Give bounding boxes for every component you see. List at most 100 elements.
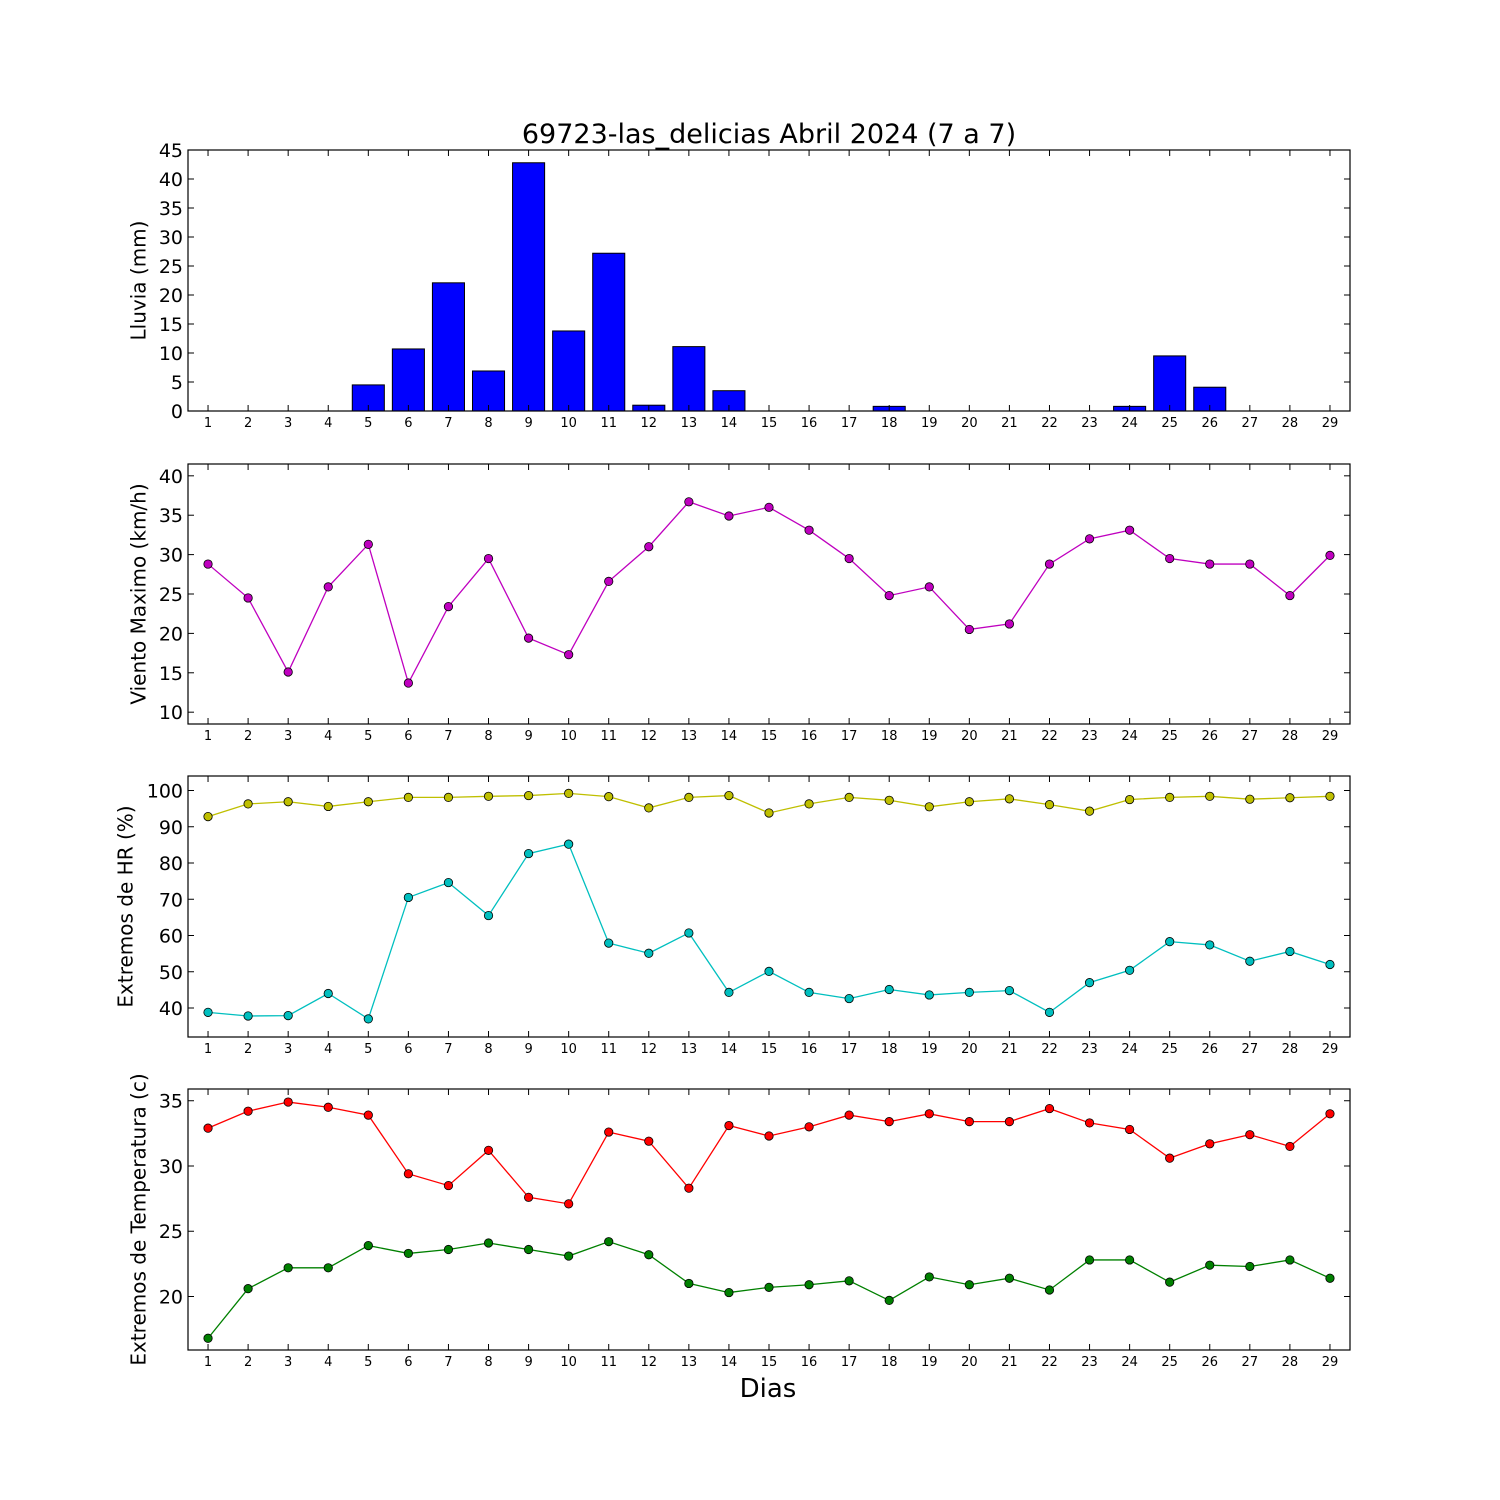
point-humedad-1-28 (1285, 946, 1295, 957)
xtick-label-temperatura-22: 22 (1041, 1355, 1058, 1370)
point-humedad-0-14 (724, 790, 734, 801)
point-temperatura-1-10 (564, 1251, 574, 1261)
point-temperatura-1-13 (684, 1278, 694, 1289)
ytick-label-lluvia-0: 0 (171, 401, 183, 423)
ytick-label-viento-40: 40 (159, 466, 183, 488)
point-temperatura-0-6 (403, 1169, 413, 1179)
point-viento-0-1 (203, 559, 213, 569)
xtick-label-temperatura-15: 15 (761, 1355, 778, 1370)
xtick-label-temperatura-19: 19 (921, 1355, 938, 1370)
point-temperatura-1-8 (483, 1238, 494, 1248)
xtick-label-lluvia-26: 26 (1201, 416, 1218, 431)
xtick-label-humedad-10: 10 (560, 1042, 577, 1057)
xtick-label-temperatura-13: 13 (681, 1355, 698, 1370)
point-humedad-0-4 (323, 801, 333, 812)
xtick-label-lluvia-12: 12 (641, 416, 658, 431)
xtick-label-humedad-11: 11 (600, 1042, 617, 1057)
xtick-label-temperatura-21: 21 (1001, 1355, 1018, 1370)
point-temperatura-0-4 (323, 1102, 333, 1112)
xtick-label-lluvia-7: 7 (444, 416, 452, 431)
point-viento-0-25 (1165, 553, 1175, 564)
xtick-label-viento-6: 6 (404, 729, 412, 744)
point-temperatura-0-17 (844, 1110, 854, 1120)
point-humedad-1-24 (1125, 965, 1135, 975)
point-humedad-1-12 (644, 948, 654, 958)
point-temperatura-1-22 (1044, 1285, 1055, 1295)
point-viento-0-6 (403, 678, 413, 688)
xtick-label-lluvia-28: 28 (1282, 416, 1299, 431)
xtick-label-temperatura-27: 27 (1242, 1355, 1259, 1370)
point-humedad-1-18 (884, 984, 894, 995)
xtick-label-viento-29: 29 (1322, 729, 1339, 744)
point-temperatura-1-29 (1325, 1273, 1335, 1283)
point-temperatura-0-14 (724, 1120, 734, 1131)
point-temperatura-1-14 (724, 1287, 734, 1298)
point-humedad-1-22 (1044, 1007, 1055, 1017)
point-humedad-0-2 (243, 799, 253, 809)
point-viento-0-8 (483, 553, 494, 564)
xtick-label-temperatura-23: 23 (1081, 1355, 1098, 1370)
xtick-label-viento-4: 4 (324, 729, 332, 744)
point-viento-0-23 (1084, 534, 1095, 544)
point-humedad-0-25 (1165, 792, 1175, 802)
point-humedad-0-22 (1044, 800, 1055, 810)
point-humedad-0-24 (1125, 794, 1135, 805)
xtick-label-humedad-3: 3 (284, 1042, 292, 1057)
point-viento-0-11 (604, 576, 614, 586)
chart-title: 69723-las_delicias Abril 2024 (7 a 7) (522, 119, 1016, 150)
point-humedad-0-8 (483, 791, 494, 801)
xtick-label-humedad-18: 18 (881, 1042, 898, 1057)
point-temperatura-0-18 (884, 1117, 894, 1127)
xtick-label-humedad-19: 19 (921, 1042, 938, 1057)
xtick-label-viento-25: 25 (1161, 729, 1178, 744)
xtick-label-humedad-26: 26 (1201, 1042, 1218, 1057)
point-humedad-1-27 (1245, 956, 1255, 966)
xtick-label-lluvia-22: 22 (1041, 416, 1058, 431)
ytick-label-viento-35: 35 (159, 505, 183, 527)
xtick-label-lluvia-10: 10 (560, 416, 577, 431)
point-humedad-1-26 (1205, 940, 1215, 950)
point-humedad-0-23 (1084, 806, 1095, 816)
xtick-label-humedad-4: 4 (324, 1042, 332, 1057)
point-humedad-1-23 (1084, 978, 1095, 988)
point-temperatura-1-18 (884, 1295, 894, 1306)
ytick-label-humedad-40: 40 (159, 998, 183, 1020)
xtick-label-temperatura-2: 2 (244, 1355, 252, 1370)
point-humedad-1-17 (844, 993, 854, 1004)
xtick-label-viento-27: 27 (1242, 729, 1259, 744)
point-humedad-1-15 (764, 966, 774, 976)
point-viento-0-2 (243, 593, 253, 603)
point-viento-0-7 (443, 602, 454, 612)
xtick-label-lluvia-17: 17 (841, 416, 858, 431)
xtick-label-temperatura-1: 1 (204, 1355, 212, 1370)
point-humedad-0-5 (363, 797, 373, 807)
bar-lluvia-6 (391, 348, 425, 412)
point-humedad-0-17 (844, 792, 854, 802)
point-temperatura-0-23 (1084, 1118, 1095, 1128)
xtick-label-viento-11: 11 (600, 729, 617, 744)
xtick-label-temperatura-26: 26 (1201, 1355, 1218, 1370)
panels: 1 2 3 4 5 6 7 8 9 10 11 12 13 14 15 16 17 18 19 20 21 22 23 24 2… (114, 140, 1351, 1370)
ytick-label-viento-20: 20 (159, 623, 183, 645)
point-humedad-1-29 (1325, 959, 1335, 970)
point-temperatura-0-3 (283, 1097, 293, 1107)
xtick-label-viento-23: 23 (1081, 729, 1098, 744)
point-humedad-0-28 (1285, 793, 1295, 803)
point-temperatura-0-29 (1325, 1109, 1335, 1119)
point-temperatura-1-23 (1084, 1255, 1095, 1265)
xtick-label-lluvia-13: 13 (681, 416, 698, 431)
point-temperatura-0-1 (203, 1123, 213, 1133)
point-viento-0-28 (1285, 590, 1295, 601)
xtick-label-lluvia-5: 5 (364, 416, 372, 431)
point-viento-0-15 (764, 502, 774, 512)
ytick-label-lluvia-35: 35 (159, 198, 183, 220)
xtick-label-humedad-13: 13 (681, 1042, 698, 1057)
xtick-label-viento-19: 19 (921, 729, 938, 744)
xtick-label-lluvia-25: 25 (1161, 416, 1178, 431)
xtick-label-humedad-22: 22 (1041, 1042, 1058, 1057)
point-viento-0-13 (684, 497, 694, 507)
ytick-label-lluvia-30: 30 (159, 227, 183, 249)
point-viento-0-18 (884, 590, 894, 601)
point-humedad-1-25 (1165, 937, 1175, 947)
